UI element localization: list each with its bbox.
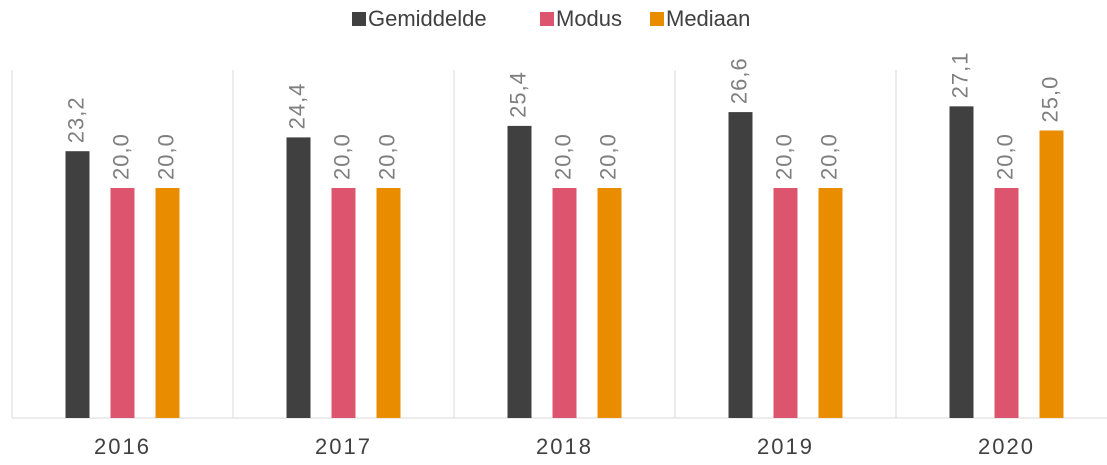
legend-label: Gemiddelde	[368, 6, 487, 31]
bar	[65, 151, 90, 418]
legend-label: Modus	[556, 6, 622, 31]
bar	[1039, 130, 1064, 418]
data-label: 20,0	[992, 133, 1017, 180]
bar	[818, 188, 843, 418]
data-label: 20,0	[816, 133, 841, 180]
bar	[773, 188, 798, 418]
data-label: 20,0	[771, 133, 796, 180]
bar	[949, 106, 974, 418]
legend-swatch	[352, 12, 366, 26]
data-label: 26,6	[726, 57, 751, 104]
bar	[331, 188, 356, 418]
data-label: 23,2	[63, 96, 88, 143]
data-label: 20,0	[108, 133, 133, 180]
data-label: 20,0	[550, 133, 575, 180]
legend-swatch	[650, 12, 664, 26]
x-tick-label: 2016	[94, 434, 151, 459]
bar	[286, 137, 311, 418]
x-tick-label: 2020	[978, 434, 1035, 459]
bar	[552, 188, 577, 418]
legend-label: Mediaan	[666, 6, 750, 31]
data-label: 20,0	[595, 133, 620, 180]
data-label: 20,0	[329, 133, 354, 180]
bar	[728, 112, 753, 418]
bar	[155, 188, 180, 418]
bar	[507, 125, 532, 419]
legend-swatch	[540, 12, 554, 26]
bar	[994, 188, 1019, 418]
data-label: 20,0	[374, 133, 399, 180]
bar	[376, 188, 401, 418]
data-label: 25,0	[1037, 76, 1062, 123]
bar	[110, 188, 135, 418]
data-label: 24,4	[284, 83, 309, 130]
data-label: 20,0	[153, 133, 178, 180]
bar	[597, 188, 622, 418]
x-tick-label: 2018	[536, 434, 593, 459]
data-label: 27,1	[947, 52, 972, 99]
x-tick-label: 2017	[315, 434, 372, 459]
data-label: 25,4	[505, 71, 530, 118]
x-tick-label: 2019	[757, 434, 814, 459]
